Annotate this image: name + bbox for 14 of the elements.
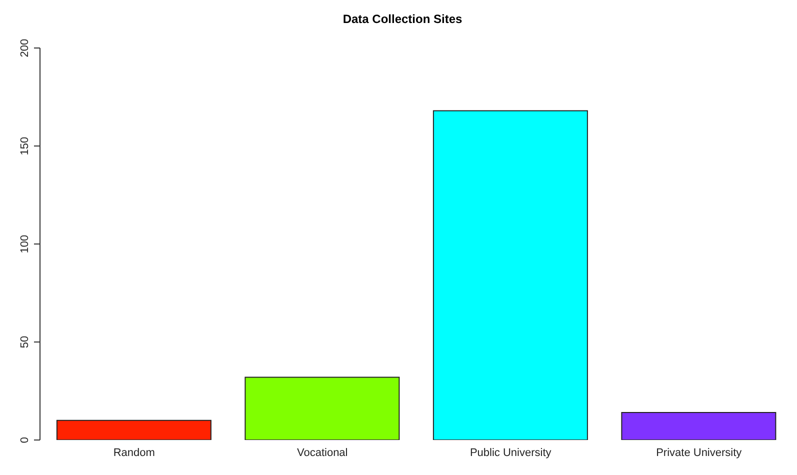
- chart-title: Data Collection Sites: [342, 11, 464, 28]
- y-tick-label: 200: [19, 38, 31, 58]
- bar: [432, 110, 588, 440]
- x-tick-label: Private University: [656, 446, 742, 459]
- y-tick-label: 100: [19, 234, 31, 254]
- bar: [56, 420, 212, 440]
- x-tick-label: Public University: [470, 446, 552, 459]
- y-tick-label: 50: [19, 336, 31, 348]
- x-tick-label: Vocational: [296, 446, 348, 459]
- bar: [244, 376, 400, 440]
- y-tick-label: 0: [19, 436, 31, 444]
- y-tick-label: 150: [19, 136, 31, 156]
- x-tick-label: Random: [113, 446, 155, 459]
- bar: [621, 412, 776, 440]
